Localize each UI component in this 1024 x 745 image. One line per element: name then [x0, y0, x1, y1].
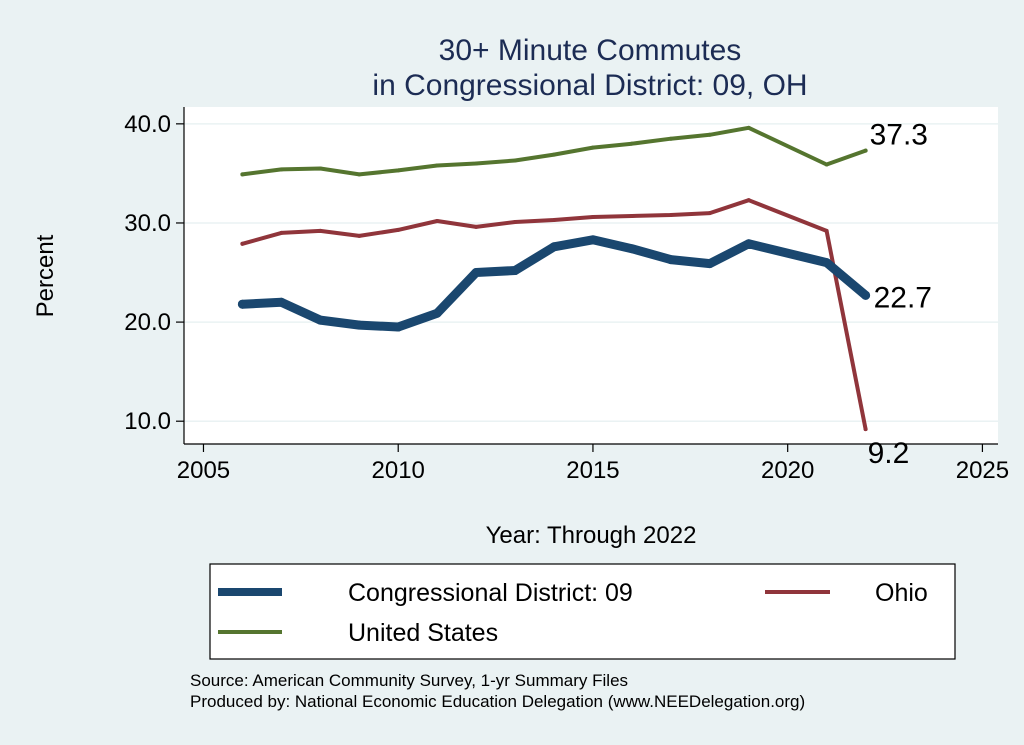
data-point	[590, 215, 595, 220]
x-tick-label: 2005	[177, 457, 230, 484]
legend: Congressional District: 09 Ohio United S…	[209, 563, 956, 660]
y-axis-title: Percent	[32, 234, 59, 317]
data-point	[396, 168, 401, 173]
data-point	[474, 224, 479, 229]
data-point	[822, 258, 832, 268]
data-point	[824, 228, 829, 233]
data-point	[279, 167, 284, 172]
data-point	[629, 141, 634, 146]
y-tick-label: 10.0	[124, 408, 171, 435]
data-point	[705, 259, 715, 269]
data-point	[552, 152, 556, 157]
series-layer	[237, 125, 871, 432]
data-point	[629, 214, 634, 219]
data-point	[861, 290, 871, 300]
legend-label-us: United States	[348, 619, 498, 647]
data-point	[393, 322, 403, 332]
producer-note: Produced by: National Economic Education…	[190, 692, 805, 711]
plot-area	[184, 107, 998, 444]
data-point	[707, 211, 712, 216]
data-point	[863, 148, 868, 153]
x-axis-ticks: 2005 2010 2015 2020 2025	[177, 444, 1009, 484]
legend-label-ohio: Ohio	[875, 579, 928, 607]
x-tick-label: 2010	[372, 457, 425, 484]
x-axis-title: Year: Through 2022	[486, 522, 697, 549]
series-line-us	[240, 125, 868, 177]
data-point	[318, 228, 323, 233]
data-point	[627, 244, 637, 254]
y-axis-ticks: 10.0 20.0 30.0 40.0	[124, 111, 184, 435]
data-point	[746, 125, 751, 130]
chart-title-line-2: in Congressional District: 09, OH	[372, 69, 807, 102]
data-point	[863, 427, 868, 432]
data-point	[432, 308, 442, 318]
legend-box	[209, 563, 956, 660]
source-note: Source: American Community Survey, 1-yr …	[190, 671, 628, 690]
data-point	[744, 239, 754, 249]
end-labels: 22.7 9.2 37.3	[868, 119, 932, 471]
data-point	[824, 162, 829, 167]
data-point	[474, 161, 479, 166]
data-point	[552, 217, 556, 222]
data-point	[668, 213, 673, 218]
data-point	[396, 227, 401, 232]
end-value-label: 37.3	[870, 119, 928, 152]
data-point	[435, 163, 440, 168]
data-point	[357, 233, 362, 238]
legend-label-cd09: Congressional District: 09	[348, 579, 633, 607]
data-point	[237, 299, 247, 309]
data-point	[240, 172, 245, 177]
data-point	[276, 297, 286, 307]
data-point	[357, 172, 362, 177]
end-value-label: 22.7	[874, 281, 932, 314]
y-tick-label: 40.0	[124, 111, 171, 138]
data-point	[315, 315, 325, 325]
data-point	[707, 132, 712, 137]
data-point	[513, 158, 518, 163]
data-point	[549, 242, 559, 252]
data-point	[279, 230, 284, 235]
data-point	[240, 241, 245, 246]
series-line-cd09	[237, 235, 871, 332]
x-tick-label: 2015	[566, 457, 619, 484]
data-point	[746, 198, 751, 203]
data-point	[666, 255, 676, 265]
data-point	[471, 268, 481, 278]
chart-title-line-1: 30+ Minute Commutes	[439, 34, 742, 67]
data-point	[588, 235, 598, 245]
y-tick-label: 20.0	[124, 309, 171, 336]
x-tick-label: 2025	[956, 457, 1009, 484]
y-tick-label: 30.0	[124, 210, 171, 237]
data-point	[513, 219, 518, 224]
x-tick-label: 2020	[761, 457, 814, 484]
data-point	[510, 266, 520, 276]
data-point	[590, 145, 595, 150]
end-value-label: 9.2	[868, 437, 910, 470]
data-point	[435, 218, 440, 223]
data-point	[668, 136, 673, 141]
series-line-ohio	[240, 198, 868, 432]
data-point	[318, 166, 323, 171]
data-point	[354, 320, 364, 330]
